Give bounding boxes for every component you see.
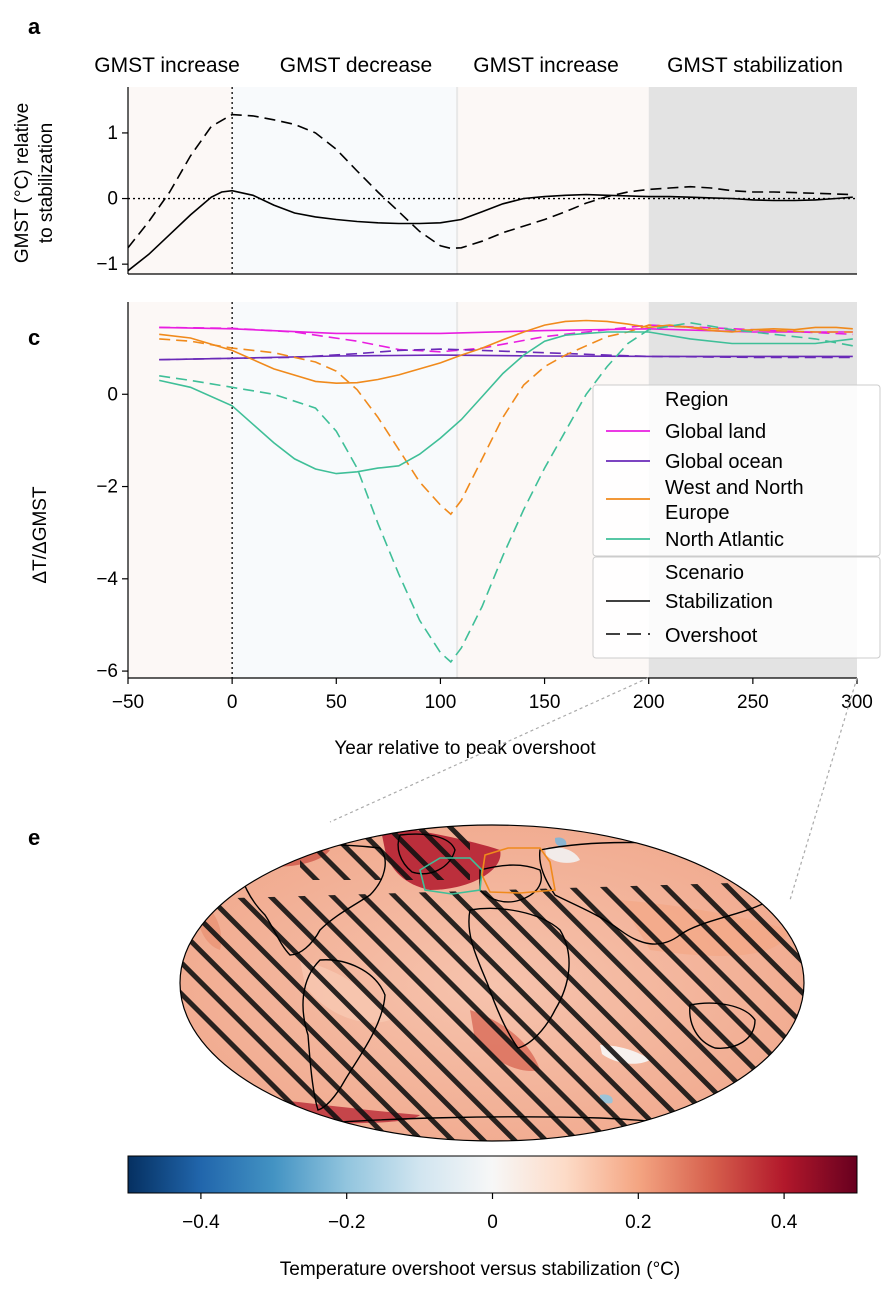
legend-item-global-ocean: Global ocean: [665, 451, 783, 473]
colorbar-tick-label: 0.2: [625, 1212, 651, 1233]
series-lines-c: [159, 319, 853, 664]
phase-label-3: GMST stabilization: [667, 54, 843, 77]
y-axis-label-a-line1: GMST (°C) relative: [12, 103, 33, 263]
colorbar-gradient: [127, 1155, 858, 1194]
legend-item-west-north-europe-line1: West and North: [665, 477, 804, 499]
phase-band-c-0: [128, 302, 233, 678]
series-a-stabilization: [128, 189, 853, 272]
x-axis-label: Year relative to peak overshoot: [334, 738, 596, 759]
legend-region-box: [592, 384, 881, 557]
panel-letter-a: a: [28, 14, 41, 39]
legend-scenario-box: [592, 556, 881, 659]
colorbar-tick-label: −0.4: [182, 1212, 220, 1233]
xtick-label-c: 200: [633, 692, 665, 713]
phase-band-a-0: [128, 87, 233, 274]
xtick-label-c: 0: [227, 692, 238, 713]
xtick-label-c: 150: [529, 692, 561, 713]
series-c-global-ocean-overshoot: [159, 348, 853, 361]
phase-labels: GMST increase GMST decrease GMST increase G…: [94, 54, 843, 77]
xtick-label-c: 300: [841, 692, 873, 713]
phase-label-0: GMST increase: [94, 54, 240, 77]
map-region-west-north-europe: [481, 847, 556, 894]
phase-band-a-2: [457, 87, 649, 274]
legend-item-west-north-europe-line2: Europe: [665, 502, 730, 524]
map-outline: [179, 824, 805, 1142]
axes-c: −6 −4 −2 0 −50 0 50 100 150 200 250 300: [96, 302, 873, 713]
phase-band-a-3: [648, 87, 857, 274]
panel-letter-c: c: [28, 325, 40, 350]
overshoot-map: [179, 824, 805, 1142]
phase-band-c-1: [232, 302, 458, 678]
xtick-label-c: 100: [425, 692, 457, 713]
phase-label-1: GMST decrease: [280, 54, 433, 77]
y-axis-label-a-line2: to stabilization: [36, 123, 57, 243]
phase-bands-a: [128, 87, 857, 274]
series-c-west-and-north-europe-overshoot: [159, 324, 853, 516]
series-c-north-atlantic-stabilization: [159, 331, 853, 475]
series-a-overshoot: [128, 113, 853, 250]
ytick-label-a: 0: [107, 189, 118, 210]
connector-right: [789, 677, 858, 901]
y-axis-label-c: ΔT/ΔGMST: [30, 486, 51, 584]
xtick-label-c: 50: [326, 692, 347, 713]
ytick-label-c: 0: [107, 384, 118, 405]
ytick-label-c: −6: [96, 661, 118, 682]
ytick-label-c: −2: [96, 477, 118, 498]
colorbar-tick-label: 0.4: [771, 1212, 798, 1233]
colorbar-ticks: −0.4 −0.2 0 0.2 0.4: [182, 1193, 798, 1233]
colorbar-label: Temperature overshoot versus stabilizati…: [280, 1259, 680, 1280]
colorbar-tick-label: −0.2: [328, 1212, 366, 1233]
map-significance-hatching-north: [300, 825, 470, 880]
phase-label-2: GMST increase: [473, 54, 619, 77]
legend-item-global-land: Global land: [665, 421, 766, 443]
legend-scenario-title: Scenario: [665, 562, 744, 584]
ytick-label-a: −1: [96, 254, 118, 275]
series-lines-a: [128, 113, 853, 272]
connector-left: [329, 677, 649, 823]
ytick-label-a: 1: [107, 123, 118, 144]
panel-letter-e: e: [28, 825, 40, 850]
legend-item-north-atlantic: North Atlantic: [665, 529, 784, 551]
series-c-north-atlantic-overshoot: [159, 321, 853, 664]
map-region-north-atlantic: [419, 857, 483, 895]
legend-item-stabilization: Stabilization: [665, 591, 773, 613]
axes-a: −1 0 1: [96, 87, 857, 275]
xtick-label-c: 250: [737, 692, 769, 713]
reference-lines-a: [128, 87, 857, 274]
legend-region-title: Region: [665, 389, 728, 411]
colorbar-tick-label: 0: [487, 1212, 498, 1233]
phase-band-a-1: [232, 87, 458, 274]
ytick-label-c: −4: [96, 569, 118, 590]
legend: Region Global land Global ocean West and…: [592, 384, 881, 659]
colorbar: −0.4 −0.2 0 0.2 0.4: [127, 1155, 858, 1233]
legend-item-overshoot: Overshoot: [665, 625, 758, 647]
panel-a-gmst-chart: −1 0 1: [96, 87, 857, 275]
xtick-label-c: −50: [112, 692, 144, 713]
